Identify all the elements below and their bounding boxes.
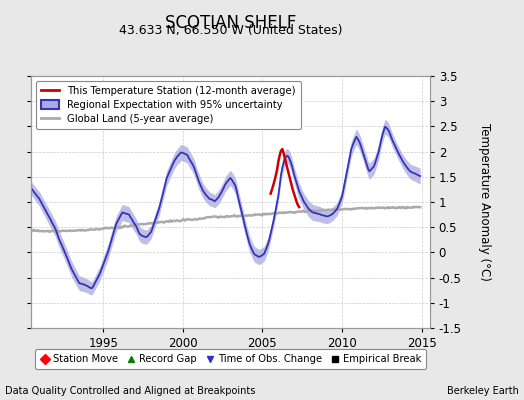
Text: Berkeley Earth: Berkeley Earth: [447, 386, 519, 396]
Text: 43.633 N, 66.550 W (United States): 43.633 N, 66.550 W (United States): [119, 24, 342, 37]
Text: Data Quality Controlled and Aligned at Breakpoints: Data Quality Controlled and Aligned at B…: [5, 386, 256, 396]
Legend: Station Move, Record Gap, Time of Obs. Change, Empirical Break: Station Move, Record Gap, Time of Obs. C…: [35, 349, 426, 369]
Legend: This Temperature Station (12-month average), Regional Expectation with 95% uncer: This Temperature Station (12-month avera…: [37, 81, 301, 129]
Text: SCOTIAN SHELF: SCOTIAN SHELF: [165, 14, 296, 32]
Y-axis label: Temperature Anomaly (°C): Temperature Anomaly (°C): [478, 123, 492, 281]
